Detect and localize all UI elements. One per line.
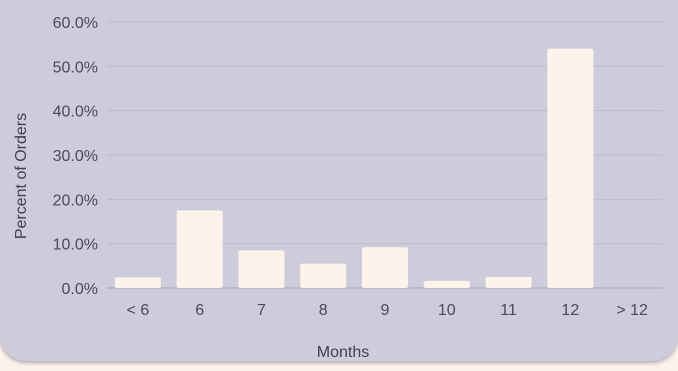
x-tick-label: 8 (319, 302, 328, 319)
x-tick-label: 12 (561, 302, 579, 319)
y-tick-label: 50.0% (53, 59, 98, 76)
y-tick-label: 20.0% (53, 192, 98, 209)
x-axis-label: Months (317, 344, 369, 361)
bar (485, 276, 532, 288)
bar (362, 247, 408, 288)
x-tick-label: < 6 (127, 302, 150, 319)
x-tick-label: 11 (500, 302, 517, 319)
bar (423, 280, 470, 288)
bar (300, 263, 347, 288)
y-tick-label: 10.0% (53, 237, 98, 254)
x-tick-label: 10 (438, 302, 456, 319)
bar (114, 277, 161, 288)
y-tick-label: 40.0% (53, 104, 98, 121)
x-tick-label: 7 (257, 302, 266, 319)
y-axis-label: Percent of Orders (13, 113, 30, 239)
x-tick-label: 6 (195, 302, 204, 319)
y-tick-label: 0.0% (62, 281, 98, 298)
y-tick-label: 30.0% (53, 148, 98, 165)
bar (238, 250, 285, 288)
x-tick-label: 9 (381, 302, 390, 319)
y-axis-ticks: 0.0% 10.0% 20.0% 30.0% 40.0% 50.0% 60.0% (53, 15, 98, 298)
x-tick-label: > 12 (616, 302, 648, 319)
y-tick-label: 60.0% (53, 15, 98, 32)
bar (176, 210, 223, 288)
bar (547, 48, 594, 288)
bars (114, 48, 594, 288)
x-axis-ticks: < 6 6 7 8 9 10 11 12 > 12 (127, 302, 648, 319)
